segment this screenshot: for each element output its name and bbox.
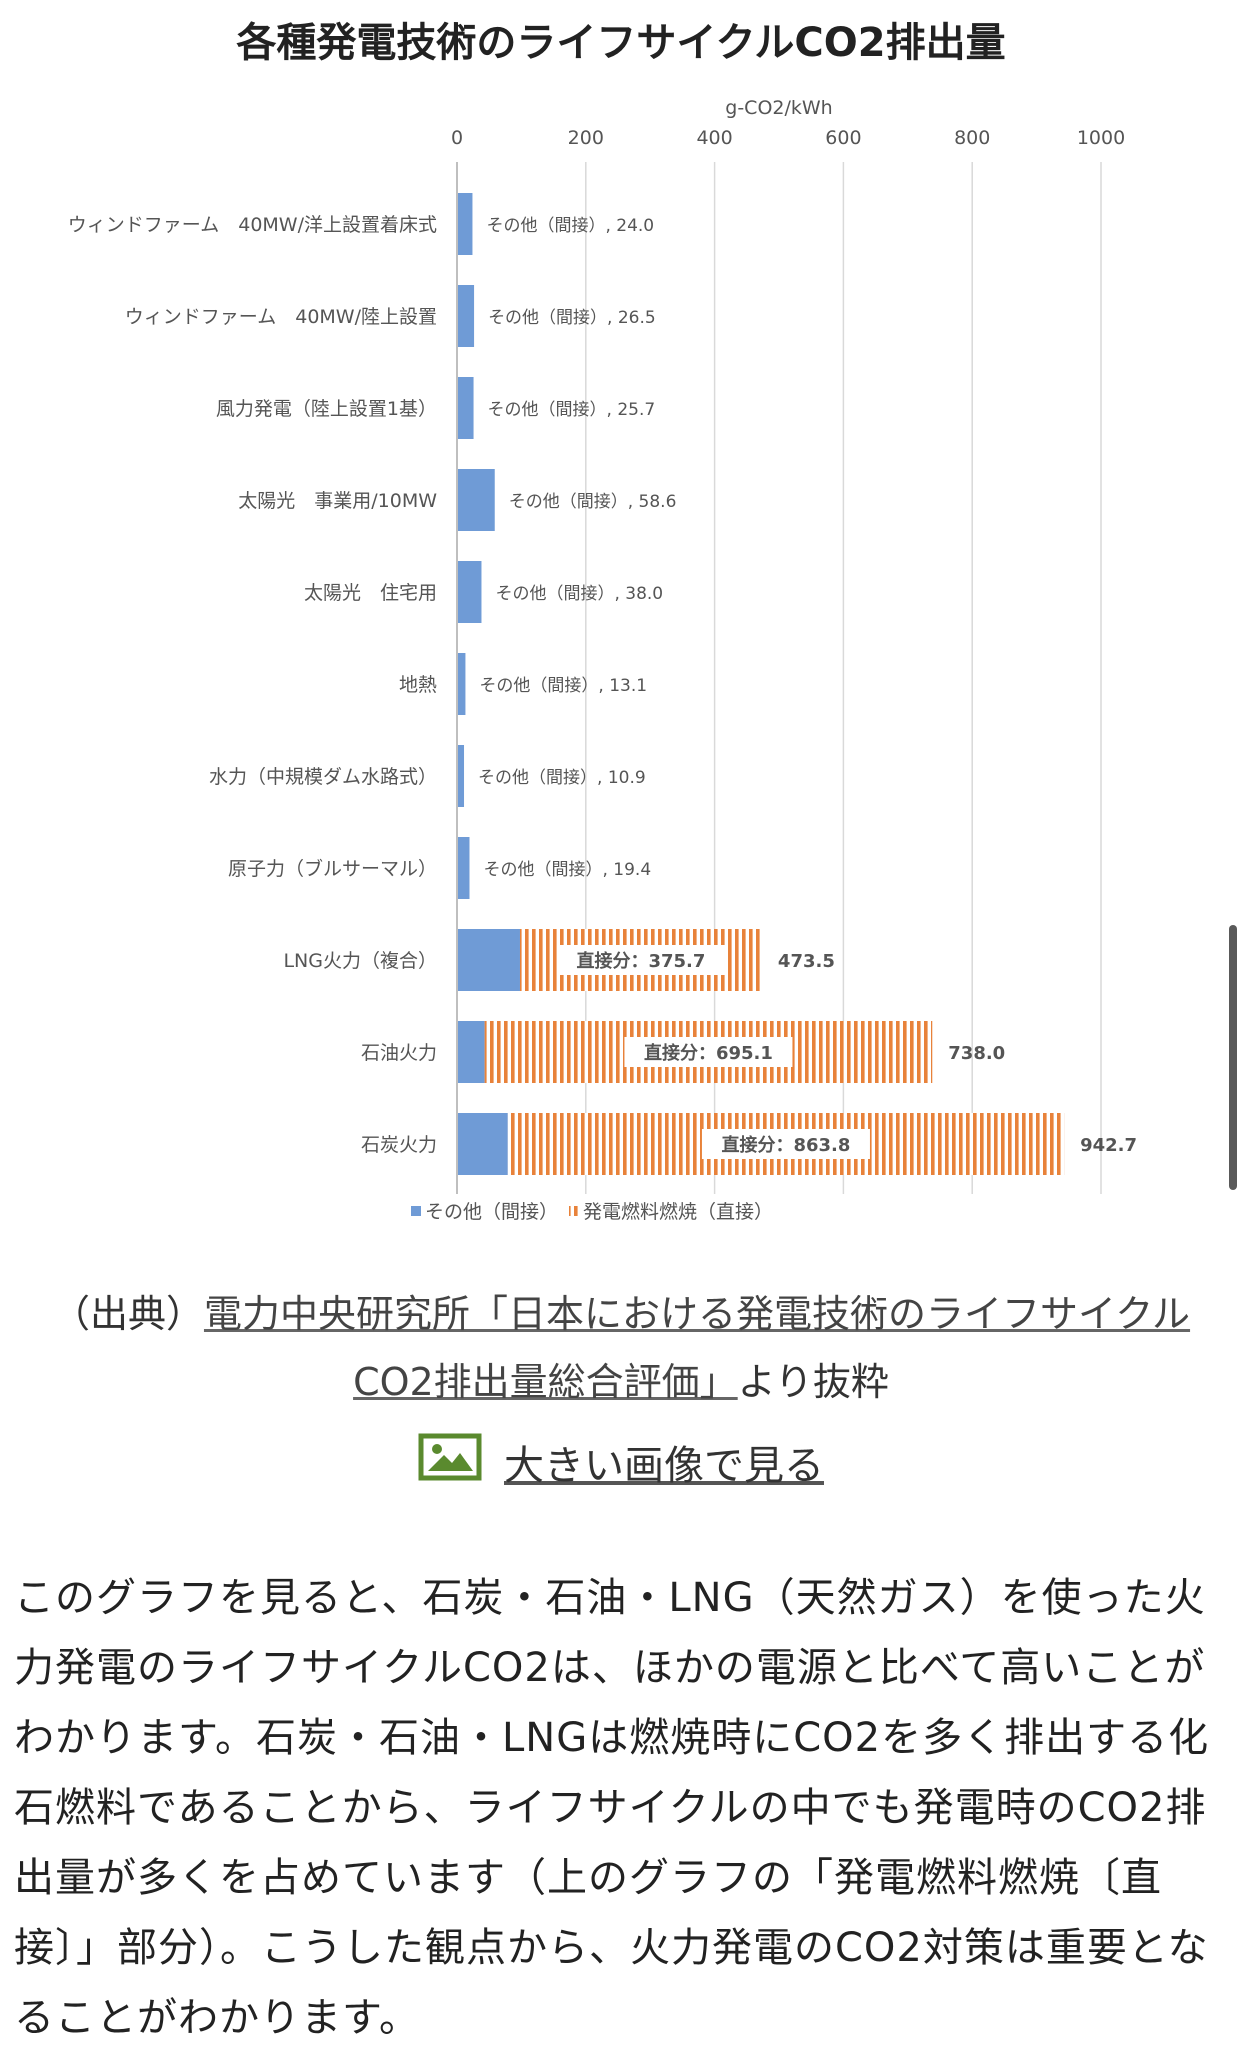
data-label: 直接分：375.7 — [576, 950, 705, 972]
category-label: 風力発電（陸上設置1基） — [216, 398, 437, 420]
bar-indirect — [457, 193, 473, 255]
category-label: 太陽光 住宅用 — [304, 582, 437, 604]
data-label: 直接分：863.8 — [721, 1134, 850, 1156]
data-label-box — [701, 1129, 870, 1159]
bar-indirect — [457, 285, 475, 347]
data-label: その他（間接）, 19.4 — [483, 860, 651, 880]
x-tick-label: 0 — [451, 127, 463, 149]
x-tick-label: 600 — [825, 127, 861, 149]
category-label: 水力（中規模ダム水路式） — [209, 766, 437, 788]
bar-indirect — [457, 837, 470, 899]
data-label: その他（間接）, 13.1 — [479, 676, 647, 696]
category-label: ウィンドファーム 40MW/陸上設置 — [125, 306, 437, 328]
bar-indirect — [457, 469, 495, 531]
data-label: その他（間接）, 58.6 — [509, 492, 677, 512]
data-label: その他（間接）, 10.9 — [478, 768, 646, 788]
caption-suffix: より抜粋 — [737, 1360, 889, 1404]
chart-title: 各種発電技術のライフサイクルCO2排出量 — [236, 20, 1005, 66]
source-caption: （出典）電力中央研究所「日本における発電技術のライフサイクル CO2排出量総合評価… — [0, 1280, 1242, 1416]
data-label: その他（間接）, 38.0 — [495, 584, 663, 604]
bar-indirect — [457, 653, 466, 715]
x-tick-label: 200 — [568, 127, 604, 149]
data-label: 直接分：695.1 — [644, 1042, 773, 1064]
total-label: 942.7 — [1080, 1135, 1137, 1156]
bar-indirect — [457, 1113, 508, 1175]
category-label: 石油火力 — [361, 1042, 437, 1064]
data-label-box — [556, 945, 725, 975]
x-tick-label: 800 — [954, 127, 990, 149]
bar-indirect — [457, 745, 465, 807]
source-link[interactable]: 電力中央研究所「日本における発電技術のライフサイクル CO2排出量総合評価」 — [204, 1292, 1190, 1404]
category-label: LNG火力（複合） — [283, 950, 437, 972]
bar-indirect — [457, 929, 520, 991]
data-label: その他（間接）, 26.5 — [488, 308, 656, 328]
source-link-text-2[interactable]: CO2排出量総合評価」 — [353, 1360, 738, 1404]
data-label: その他（間接）, 25.7 — [488, 400, 656, 420]
category-label: 太陽光 事業用/10MW — [238, 490, 437, 512]
bar-indirect — [457, 561, 482, 623]
image-icon — [418, 1433, 482, 1491]
scrollbar[interactable] — [1229, 925, 1237, 1190]
total-label: 738.0 — [948, 1043, 1005, 1064]
bar-indirect — [457, 377, 474, 439]
chart-figure: 各種発電技術のライフサイクルCO2排出量 g-CO2/kWh 0 200 400 600 8… — [68, 20, 1137, 1223]
x-tick-label: 400 — [696, 127, 732, 149]
category-label: 地熱 — [399, 674, 437, 696]
category-label: 石炭火力 — [361, 1134, 437, 1156]
legend-label-direct: 発電燃料燃焼（直接） — [583, 1201, 773, 1223]
caption-prefix: （出典） — [51, 1292, 204, 1336]
total-label: 473.5 — [778, 951, 835, 972]
data-label: その他（間接）, 24.0 — [486, 216, 654, 236]
large-image-link[interactable]: 大きい画像で見る — [0, 1433, 1242, 1491]
x-tick-label: 1000 — [1077, 127, 1125, 149]
axis-unit-label: g-CO2/kWh — [725, 97, 832, 119]
legend-swatch-indirect — [411, 1206, 421, 1216]
bar-indirect — [457, 1021, 485, 1083]
lifecycle-co2-chart: 各種発電技術のライフサイクルCO2排出量 g-CO2/kWh 0 200 400 600 8… — [68, 20, 1137, 1223]
category-label: ウィンドファーム 40MW/洋上設置着床式 — [68, 214, 437, 236]
category-label: 原子力（ブルサーマル） — [228, 857, 437, 880]
source-link-text-1[interactable]: 電力中央研究所「日本における発電技術のライフサイクル — [203, 1292, 1191, 1336]
body-paragraph: このグラフを見ると、石炭・石油・LNG（天然ガス）を使った火力発電のライフサイク… — [14, 1575, 1210, 2041]
data-label-box — [624, 1037, 793, 1067]
legend-label-indirect: その他（間接） — [425, 1201, 558, 1223]
legend-swatch-direct — [569, 1206, 579, 1216]
large-image-link-label[interactable]: 大きい画像で見る — [504, 1443, 824, 1489]
